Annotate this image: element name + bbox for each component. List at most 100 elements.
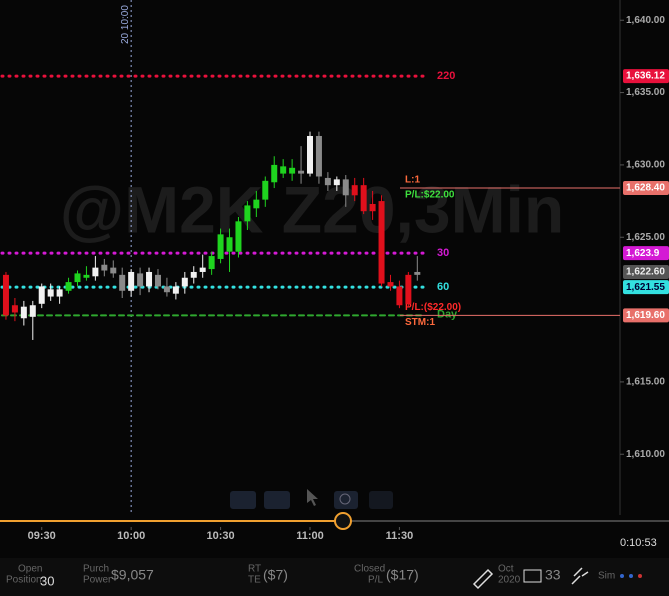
status-label: Oct xyxy=(498,564,514,575)
candle-body xyxy=(65,282,72,291)
candle-body xyxy=(101,264,108,271)
watermark: @M2K Z20,3Min xyxy=(60,172,564,246)
candle-body xyxy=(405,274,412,304)
price-tag xyxy=(623,264,669,279)
status-items: Open Position 30 Purch Power $9,057 RT T… xyxy=(6,564,642,590)
status-label: Open xyxy=(18,564,42,575)
candle-body xyxy=(369,203,376,212)
status-bar xyxy=(0,558,669,596)
candle-body xyxy=(235,221,242,252)
candle-body xyxy=(298,170,305,174)
price-tag xyxy=(623,181,669,196)
candle-body xyxy=(110,267,117,274)
toolbar-button[interactable] xyxy=(264,491,290,509)
candle-body xyxy=(324,177,331,186)
candle-body xyxy=(47,289,54,297)
candle-body xyxy=(217,234,224,259)
candle-body xyxy=(315,135,322,177)
status-value: 33 xyxy=(545,567,561,583)
price-tag-label: 1,622.60 xyxy=(626,267,665,278)
indicator-name: 60 xyxy=(437,281,449,293)
candle-body xyxy=(154,274,161,287)
pencil-icon[interactable] xyxy=(472,568,494,590)
toolbar-button[interactable] xyxy=(230,491,256,509)
candle-body xyxy=(226,237,233,252)
status-dot xyxy=(620,574,624,578)
collapse-icon[interactable] xyxy=(571,567,589,585)
candle-body xyxy=(83,274,90,278)
status-value: ($17) xyxy=(386,567,419,583)
candle-body xyxy=(253,199,260,209)
candle-body xyxy=(333,179,340,186)
trade-annotation: STM:1 xyxy=(405,317,435,328)
status-label: TE xyxy=(248,575,261,586)
candle-body xyxy=(199,267,206,272)
reset-button[interactable] xyxy=(369,491,393,509)
candle-body xyxy=(74,273,81,283)
screen-icon[interactable] xyxy=(523,569,542,583)
candle-body xyxy=(11,305,18,313)
status-value: $9,057 xyxy=(111,567,154,583)
candle-body xyxy=(137,273,144,287)
trade-annotation: P/L:$22.00 xyxy=(405,190,455,201)
y-tick-label: 1,630.00 xyxy=(626,160,665,171)
toolbar xyxy=(230,489,393,509)
status-dot xyxy=(638,574,642,578)
status-label: P/L xyxy=(368,575,383,586)
indicator-name: 220 xyxy=(437,70,455,82)
x-tick-label: 11:00 xyxy=(296,530,324,542)
candle-body xyxy=(2,274,9,316)
candle-body xyxy=(262,180,269,200)
candle-body xyxy=(190,271,197,278)
candle-body xyxy=(29,305,36,317)
candle-body xyxy=(146,271,153,287)
price-tag-label: 1,636.12 xyxy=(626,71,665,82)
candle-body xyxy=(360,185,367,212)
y-tick-label: 1,615.00 xyxy=(626,377,665,388)
price-tag xyxy=(623,69,669,84)
candle-body xyxy=(208,256,215,270)
candle-body xyxy=(181,277,188,287)
candle-body xyxy=(351,185,358,196)
cursor-time: 20 10:00 xyxy=(120,5,131,44)
price-tag-label: 1,619.60 xyxy=(626,310,665,321)
candle-body xyxy=(38,286,45,304)
status-label: 2020 xyxy=(498,575,521,586)
price-tag xyxy=(623,280,669,295)
elapsed-time: 0:10:53 xyxy=(620,537,657,549)
y-tick-label: 1,610.00 xyxy=(626,449,665,460)
indicator-name: 30 xyxy=(437,247,449,259)
candle-body xyxy=(56,289,63,297)
candle-body xyxy=(163,286,170,293)
y-tick-label: 1,625.00 xyxy=(626,232,665,243)
trade-annotation: L:1 xyxy=(405,175,420,186)
x-tick-label: 10:00 xyxy=(117,530,145,542)
timeline-handle[interactable] xyxy=(334,512,352,530)
y-tick-label: 1,635.00 xyxy=(626,87,665,98)
status-label: Position xyxy=(6,575,42,586)
candle-body xyxy=(119,274,126,291)
candle-body xyxy=(378,201,385,284)
cursor-icon xyxy=(307,489,318,506)
status-label: Power xyxy=(83,575,112,586)
indicator-name: Day xyxy=(437,308,458,320)
candle-body xyxy=(387,282,394,287)
candle-body xyxy=(92,267,99,277)
candle-body xyxy=(128,271,135,291)
candle-body xyxy=(307,135,313,174)
candle-body xyxy=(20,306,27,319)
status-value: Sim xyxy=(598,571,615,582)
price-tag xyxy=(623,246,669,261)
candle-body xyxy=(172,286,179,294)
price-tag-label: 1,628.40 xyxy=(626,183,665,194)
status-label: Purch xyxy=(83,564,109,575)
zoom-icon xyxy=(339,493,351,505)
candle-body xyxy=(414,271,421,275)
status-value: ($7) xyxy=(263,567,288,583)
y-tick-label: 1,640.00 xyxy=(626,15,665,26)
zoom-button[interactable] xyxy=(334,491,358,509)
candle-body xyxy=(342,179,349,196)
price-tag-label: 1,621.55 xyxy=(626,282,665,293)
x-tick-label: 11:30 xyxy=(386,530,414,542)
